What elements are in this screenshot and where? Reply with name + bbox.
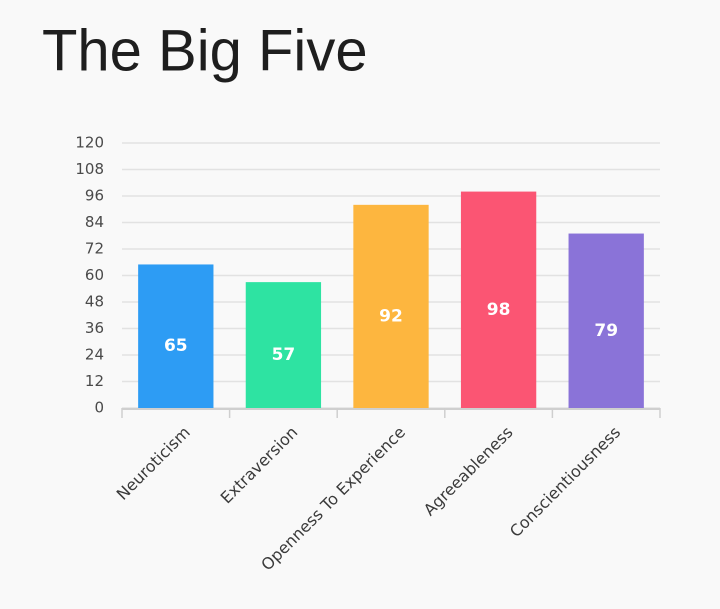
chart-title: The Big Five xyxy=(42,18,368,83)
y-tick-label: 0 xyxy=(94,399,104,417)
y-tick-label: 120 xyxy=(75,134,104,152)
value-label: 65 xyxy=(164,336,188,356)
y-tick-label: 36 xyxy=(85,319,104,337)
y-tick-label: 84 xyxy=(85,213,104,231)
value-label: 92 xyxy=(379,306,403,326)
y-tick-label: 24 xyxy=(85,346,104,364)
x-tick-label: Agreeableness xyxy=(420,423,517,520)
x-tick-label: Conscientiousness xyxy=(506,423,624,541)
bar xyxy=(138,264,214,408)
y-tick-label: 108 xyxy=(75,160,104,178)
x-tick-label: Extraversion xyxy=(217,423,302,508)
bar xyxy=(460,191,537,408)
bar xyxy=(568,233,644,408)
y-tick-label: 60 xyxy=(85,266,104,284)
x-tick-label: Neuroticism xyxy=(113,423,194,504)
value-label: 79 xyxy=(594,321,618,341)
bar xyxy=(353,204,429,408)
y-tick-label: 48 xyxy=(85,293,104,311)
bar xyxy=(245,282,322,408)
y-tick-label: 96 xyxy=(85,187,104,205)
value-label: 98 xyxy=(487,300,511,320)
y-tick-label: 12 xyxy=(85,372,104,390)
y-tick-label: 72 xyxy=(85,240,104,258)
value-label: 57 xyxy=(272,345,296,365)
